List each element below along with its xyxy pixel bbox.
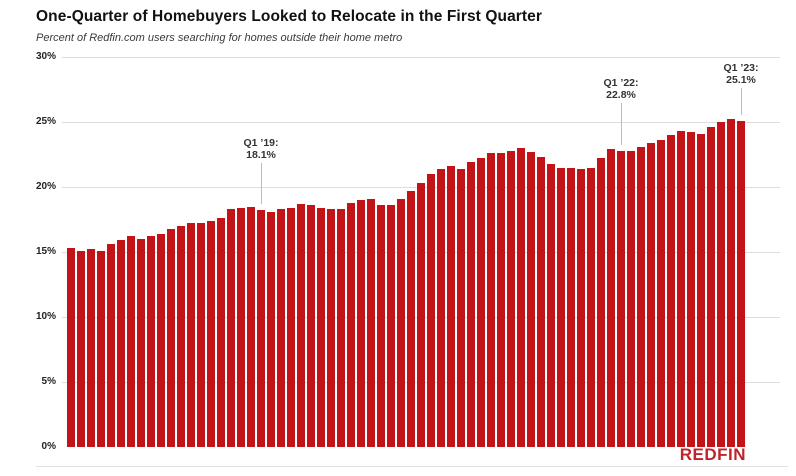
bar (317, 207, 325, 447)
y-tick-label: 25% (35, 116, 56, 127)
annotation-leader-line (741, 88, 742, 115)
y-tick-label: 30% (35, 51, 56, 62)
y-tick-label: 5% (41, 376, 56, 387)
bar (627, 150, 635, 447)
bar (397, 198, 405, 447)
bar (327, 209, 335, 447)
bar (507, 150, 515, 447)
bar (677, 131, 685, 447)
bar (537, 157, 545, 447)
annotation-leader-line (261, 163, 262, 205)
bar (427, 174, 435, 447)
bar (697, 133, 705, 447)
bottom-divider (36, 466, 788, 467)
bar (587, 167, 595, 447)
bar (637, 146, 645, 447)
y-tick-label: 10% (35, 311, 56, 322)
annotation-label: Q1 ’23: 25.1% (723, 62, 759, 86)
bar (527, 151, 535, 447)
y-tick-label: 15% (35, 246, 56, 257)
bar (87, 249, 95, 447)
bar (387, 205, 395, 447)
bar (267, 211, 275, 447)
bar (177, 226, 185, 447)
bar (247, 206, 255, 447)
bar (617, 150, 625, 447)
bar (407, 190, 415, 447)
bar (477, 158, 485, 447)
bar (497, 153, 505, 447)
bar (357, 200, 365, 447)
bar (257, 210, 265, 447)
plot-area (62, 57, 780, 447)
bar (67, 248, 75, 447)
bar (577, 168, 585, 447)
bar (487, 153, 495, 447)
bar (687, 132, 695, 447)
annotation-label: Q1 ’22: 22.8% (603, 77, 639, 101)
bar (607, 149, 615, 447)
bar (377, 205, 385, 447)
bar (367, 198, 375, 447)
y-tick-label: 0% (41, 441, 56, 452)
bar (277, 209, 285, 447)
bar (517, 148, 525, 447)
bar (237, 207, 245, 447)
bar (307, 205, 315, 447)
bar (227, 209, 235, 447)
bar (337, 209, 345, 447)
bar (197, 223, 205, 447)
gridline (62, 122, 780, 123)
bar (147, 236, 155, 447)
redfin-logo: REDFIN (679, 445, 746, 464)
bar (547, 163, 555, 447)
bar (287, 207, 295, 447)
bar (207, 220, 215, 447)
annotation-leader-line (621, 103, 622, 145)
bar (447, 166, 455, 447)
bar (467, 162, 475, 447)
bar (567, 167, 575, 447)
bar (77, 250, 85, 447)
bar (347, 202, 355, 447)
bar (457, 168, 465, 447)
chart-title: One-Quarter of Homebuyers Looked to Relo… (36, 8, 543, 25)
bar (437, 168, 445, 447)
bar (127, 236, 135, 447)
gridline (62, 57, 780, 58)
bar (707, 127, 715, 447)
bar (297, 203, 305, 447)
bar (117, 240, 125, 447)
bar (597, 158, 605, 447)
annotation-label: Q1 ’19: 18.1% (243, 137, 279, 161)
bar (107, 244, 115, 447)
bar (187, 223, 195, 447)
bar (667, 135, 675, 447)
chart-subtitle: Percent of Redfin.com users searching fo… (36, 32, 403, 44)
bar (557, 167, 565, 447)
bar (217, 218, 225, 447)
bar (167, 228, 175, 447)
y-tick-label: 20% (35, 181, 56, 192)
bar (717, 122, 725, 447)
bar (137, 239, 145, 447)
bar (647, 142, 655, 447)
bar (97, 250, 105, 447)
bar (737, 120, 745, 447)
bar (657, 140, 665, 447)
bar (417, 183, 425, 447)
bar (727, 119, 735, 447)
bar (157, 233, 165, 447)
